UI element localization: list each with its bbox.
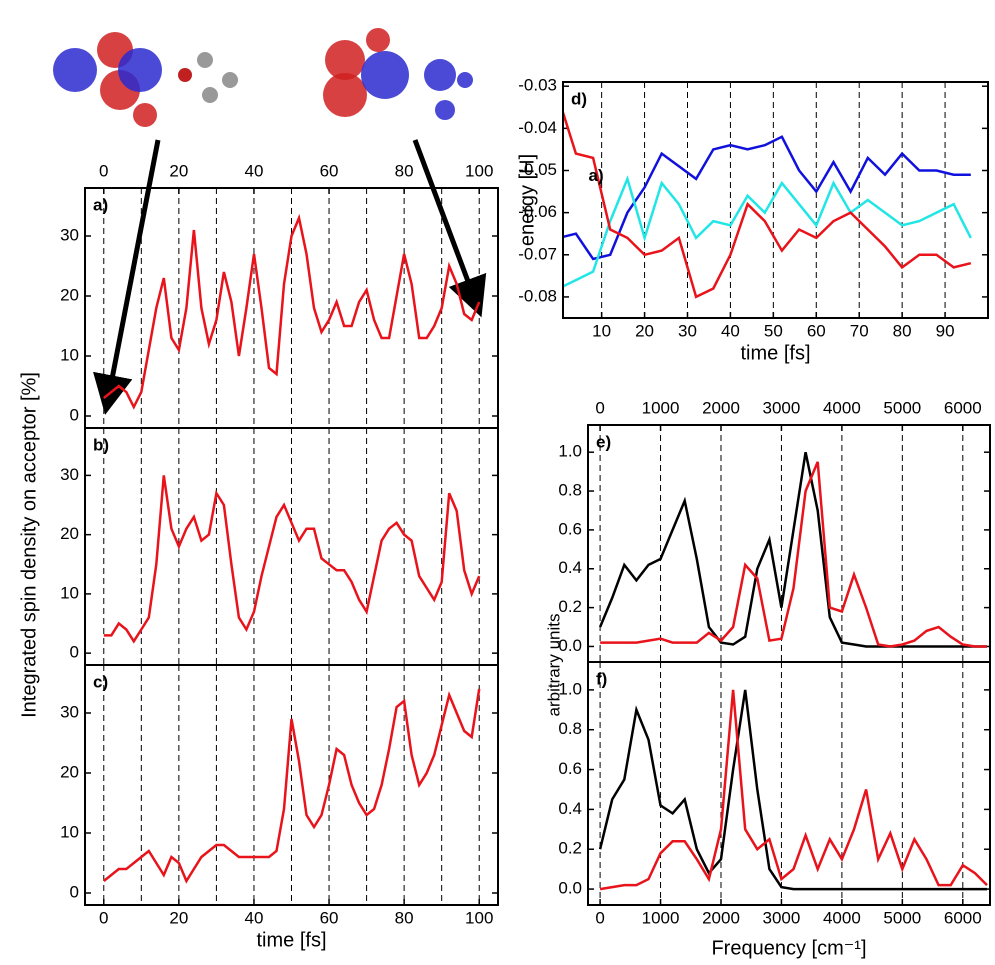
x-tick-label: 20 <box>635 321 654 340</box>
x-tick-label: 2000 <box>702 908 740 927</box>
x2-tick-label: 100 <box>465 161 493 180</box>
panel-label: e) <box>596 432 611 451</box>
x2-tick-label: 80 <box>395 161 414 180</box>
x2-tick-label: 2000 <box>702 398 740 417</box>
x-tick-label: 30 <box>678 321 697 340</box>
y-tick-label: 0.8 <box>558 481 582 500</box>
panel-label: a) <box>93 195 108 214</box>
molecule-illustrations <box>53 28 473 127</box>
x-tick-label: 0 <box>595 908 604 927</box>
x2-tick-label: 0 <box>595 398 604 417</box>
y-tick-label: 1.0 <box>558 442 582 461</box>
x2-tick-label: 6000 <box>944 398 982 417</box>
y-tick-label: 0 <box>70 882 79 901</box>
x-axis-label: Frequency [cm⁻¹] <box>711 937 866 959</box>
y-tick-label: -0.08 <box>518 286 557 305</box>
x2-tick-label: 40 <box>244 161 263 180</box>
y-tick-label: 20 <box>60 762 79 781</box>
figure: 0102030020406080100a)0102030b)Integrated… <box>0 0 995 960</box>
x-tick-label: 20 <box>169 908 188 927</box>
x-tick-label: 80 <box>893 321 912 340</box>
x-axis-label: time [fs] <box>256 929 326 951</box>
panel-label: d) <box>571 89 587 108</box>
x-tick-label: 100 <box>465 908 493 927</box>
x2-tick-label: 20 <box>169 161 188 180</box>
y-axis-label: energy [H] <box>516 154 538 246</box>
x-tick-label: 6000 <box>944 908 982 927</box>
y-tick-label: 0.4 <box>558 558 582 577</box>
x-tick-label: 0 <box>99 908 108 927</box>
x-tick-label: 4000 <box>823 908 861 927</box>
x-tick-label: 50 <box>764 321 783 340</box>
x-tick-label: 90 <box>936 321 955 340</box>
panel-label: f) <box>596 669 607 688</box>
annotation: a) <box>589 166 604 185</box>
y-axis-label: Integrated spin density on acceptor [%] <box>18 372 40 718</box>
y-tick-label: -0.04 <box>518 118 557 137</box>
x-tick-label: 80 <box>395 908 414 927</box>
x2-tick-label: 3000 <box>763 398 801 417</box>
y-tick-label: -0.03 <box>518 76 557 95</box>
y-tick-label: 0 <box>70 643 79 662</box>
y-tick-label: 30 <box>60 702 79 721</box>
y-tick-label: 10 <box>60 583 79 602</box>
x2-tick-label: 5000 <box>883 398 921 417</box>
x-tick-label: 3000 <box>763 908 801 927</box>
x-tick-label: 70 <box>850 321 869 340</box>
y-tick-label: 10 <box>60 822 79 841</box>
plot-frame <box>588 425 990 662</box>
series-line <box>600 462 987 647</box>
x-tick-label: 60 <box>807 321 826 340</box>
y-axis-label: arbitrary units <box>544 614 563 717</box>
y-tick-label: 0.2 <box>558 597 582 616</box>
x-tick-label: 40 <box>244 908 263 927</box>
y-tick-label: 30 <box>60 225 79 244</box>
series-line <box>600 452 987 646</box>
x-tick-label: 60 <box>320 908 339 927</box>
x-tick-label: 1000 <box>642 908 680 927</box>
x2-tick-label: 60 <box>320 161 339 180</box>
x-axis-label: time [fs] <box>740 342 810 364</box>
y-tick-label: 0.4 <box>558 799 582 818</box>
y-tick-label: 20 <box>60 524 79 543</box>
y-tick-label: 0.6 <box>558 759 582 778</box>
y-tick-label: 0.0 <box>558 879 582 898</box>
x-tick-label: 5000 <box>883 908 921 927</box>
y-tick-label: 0.8 <box>558 719 582 738</box>
y-tick-label: 10 <box>60 345 79 364</box>
y-tick-label: 0.2 <box>558 839 582 858</box>
y-tick-label: 0 <box>70 405 79 424</box>
x2-tick-label: 4000 <box>823 398 861 417</box>
panel-label: c) <box>93 672 108 691</box>
x2-tick-label: 0 <box>99 161 108 180</box>
x-tick-label: 40 <box>721 321 740 340</box>
y-tick-label: 20 <box>60 285 79 304</box>
plot-frame <box>563 82 988 318</box>
x2-tick-label: 1000 <box>642 398 680 417</box>
y-tick-label: 30 <box>60 465 79 484</box>
y-tick-label: 0.6 <box>558 519 582 538</box>
panel-label: b) <box>93 435 109 454</box>
arrow <box>107 140 158 405</box>
x-tick-label: 10 <box>592 321 611 340</box>
